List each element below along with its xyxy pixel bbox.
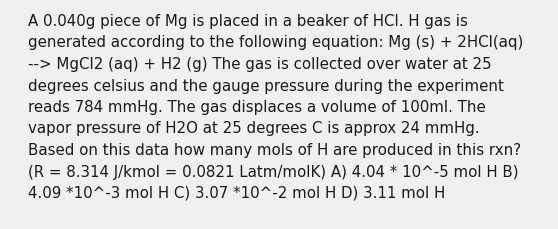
Text: vapor pressure of H2O at 25 degrees C is approx 24 mmHg.: vapor pressure of H2O at 25 degrees C is… [28,121,480,136]
Text: --> MgCl2 (aq) + H2 (g) The gas is collected over water at 25: --> MgCl2 (aq) + H2 (g) The gas is colle… [28,57,492,72]
Text: degrees celsius and the gauge pressure during the experiment: degrees celsius and the gauge pressure d… [28,78,504,93]
Text: (R = 8.314 J/kmol = 0.0821 Latm/molK) A) 4.04 * 10^-5 mol H B): (R = 8.314 J/kmol = 0.0821 Latm/molK) A)… [28,164,518,179]
Text: Based on this data how many mols of H are produced in this rxn?: Based on this data how many mols of H ar… [28,142,521,157]
Text: generated according to the following equation: Mg (s) + 2HCl(aq): generated according to the following equ… [28,35,523,50]
Text: 4.09 *10^-3 mol H C) 3.07 *10^-2 mol H D) 3.11 mol H: 4.09 *10^-3 mol H C) 3.07 *10^-2 mol H D… [28,185,445,200]
Text: A 0.040g piece of Mg is placed in a beaker of HCl. H gas is: A 0.040g piece of Mg is placed in a beak… [28,14,468,29]
Text: reads 784 mmHg. The gas displaces a volume of 100ml. The: reads 784 mmHg. The gas displaces a volu… [28,100,486,114]
